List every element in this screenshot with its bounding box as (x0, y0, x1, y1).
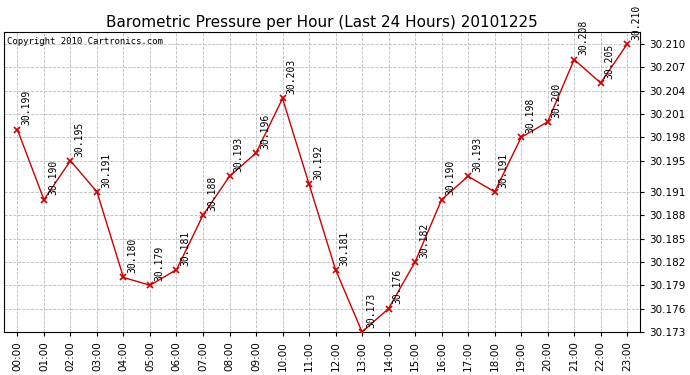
Text: 30.173: 30.173 (366, 292, 376, 328)
Text: 30.195: 30.195 (75, 122, 85, 157)
Text: 30.196: 30.196 (260, 114, 270, 149)
Text: 30.191: 30.191 (499, 153, 509, 188)
Text: 30.208: 30.208 (578, 20, 589, 56)
Text: 30.205: 30.205 (605, 44, 615, 79)
Text: 30.190: 30.190 (446, 160, 456, 195)
Text: Copyright 2010 Cartronics.com: Copyright 2010 Cartronics.com (8, 37, 164, 46)
Text: 30.190: 30.190 (48, 160, 58, 195)
Text: 30.198: 30.198 (525, 98, 535, 133)
Text: 30.200: 30.200 (552, 82, 562, 118)
Text: 30.210: 30.210 (631, 4, 641, 40)
Text: 30.193: 30.193 (234, 137, 244, 172)
Text: 30.203: 30.203 (287, 59, 297, 94)
Text: 30.193: 30.193 (472, 137, 482, 172)
Text: 30.191: 30.191 (101, 153, 111, 188)
Text: 30.179: 30.179 (154, 246, 164, 281)
Text: 30.181: 30.181 (181, 230, 190, 266)
Text: 30.180: 30.180 (128, 238, 137, 273)
Text: 30.176: 30.176 (393, 269, 403, 304)
Text: 30.188: 30.188 (207, 176, 217, 211)
Text: 30.181: 30.181 (339, 230, 350, 266)
Text: 30.182: 30.182 (420, 222, 429, 258)
Text: 30.199: 30.199 (21, 90, 32, 126)
Text: 30.192: 30.192 (313, 145, 323, 180)
Title: Barometric Pressure per Hour (Last 24 Hours) 20101225: Barometric Pressure per Hour (Last 24 Ho… (106, 15, 538, 30)
